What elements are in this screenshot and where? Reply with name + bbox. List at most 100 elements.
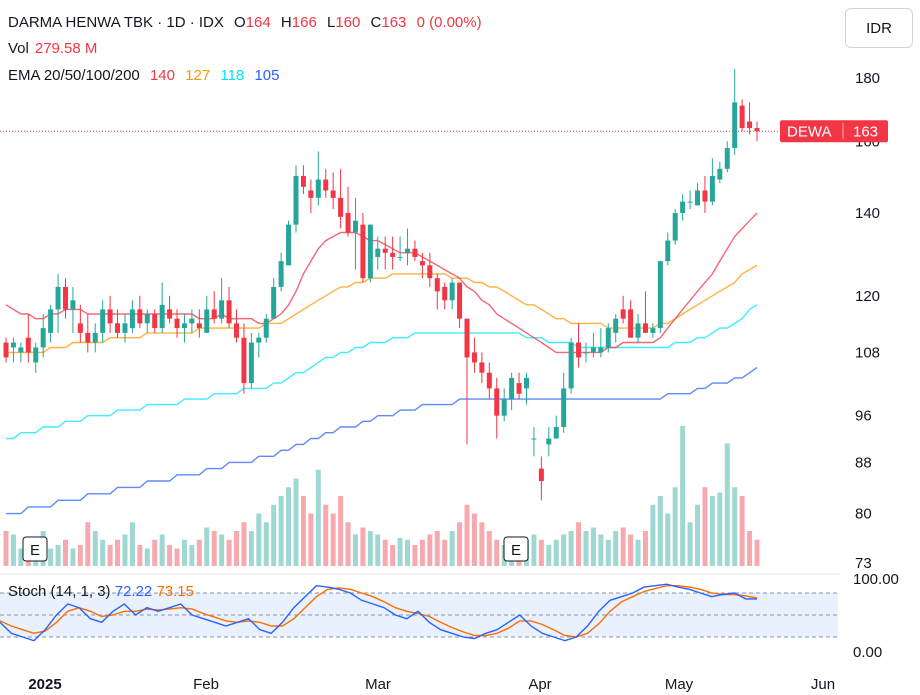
candle-body xyxy=(471,352,477,363)
volume-bar xyxy=(538,539,544,566)
volume-bar xyxy=(754,539,760,566)
stoch-label: Stoch (14, 1, 3) xyxy=(8,583,111,600)
time-tick-label: Jun xyxy=(811,676,835,693)
time-tick-label: Mar xyxy=(365,676,391,693)
candle-body xyxy=(628,309,634,338)
volume-bar xyxy=(375,534,381,566)
price-tick-label: 96 xyxy=(855,408,872,425)
candle xyxy=(122,314,128,343)
volume-label: Vol xyxy=(8,40,29,57)
volume-bar xyxy=(189,545,195,566)
volume-bar xyxy=(360,527,366,566)
candle xyxy=(709,158,715,206)
candle xyxy=(300,165,306,195)
candle xyxy=(167,295,173,324)
volume-bar xyxy=(739,496,745,566)
volume-bar xyxy=(709,496,715,566)
candle-body xyxy=(129,309,135,329)
stoch-axis-label: 0.00 xyxy=(853,644,882,661)
candle-body xyxy=(754,128,760,132)
candle xyxy=(509,372,515,411)
candle xyxy=(226,286,232,329)
stoch-d-line xyxy=(0,585,758,638)
volume-bar xyxy=(576,522,582,566)
volume-bar xyxy=(70,548,76,566)
volume-bar xyxy=(457,522,463,566)
stoch-axis-label: 100.00 xyxy=(853,571,899,588)
ema50-line xyxy=(6,264,758,354)
candle xyxy=(501,388,507,422)
candle xyxy=(568,337,574,394)
candle xyxy=(442,282,448,310)
price-tick-label: 80 xyxy=(855,506,872,523)
volume-bar xyxy=(263,522,269,566)
volume-bar xyxy=(248,531,254,566)
volume-bar xyxy=(382,539,388,566)
candle xyxy=(620,295,626,324)
candle-body xyxy=(323,179,329,191)
earnings-marker xyxy=(22,536,48,562)
candle xyxy=(323,168,329,198)
candle-body xyxy=(531,438,537,440)
candle-body xyxy=(375,248,381,257)
candle xyxy=(553,415,559,439)
candle-body xyxy=(464,318,470,358)
currency-button[interactable]: IDR xyxy=(845,8,913,48)
candle-body xyxy=(286,224,292,266)
volume-bar xyxy=(308,513,314,566)
volume-bar xyxy=(695,504,701,566)
earnings-marker-label: E xyxy=(511,542,521,559)
candle xyxy=(248,332,254,389)
candle-body xyxy=(486,372,492,389)
candle-body xyxy=(308,190,314,198)
volume-bar xyxy=(419,539,425,566)
candle-body xyxy=(360,224,366,279)
volume-bar xyxy=(724,443,730,566)
candle-body xyxy=(516,383,522,394)
candle xyxy=(747,102,753,135)
candle xyxy=(33,342,39,373)
candle-body xyxy=(241,337,247,384)
volume-bar xyxy=(561,534,567,566)
volume-bar xyxy=(546,545,552,566)
candle-body xyxy=(107,309,113,324)
ema100-value: 118 xyxy=(220,67,245,84)
candle-body xyxy=(523,377,529,389)
volume-bar xyxy=(345,522,351,566)
candle-body xyxy=(680,201,686,213)
candle-body xyxy=(657,261,663,329)
candle-body xyxy=(92,332,98,343)
candle xyxy=(367,224,373,283)
symbol-line: DARMA HENWA TBK · 1D · IDX xyxy=(8,14,224,31)
stoch-pane: 100.00 0.00 xyxy=(0,571,899,661)
candle-body xyxy=(367,224,373,279)
volume-bar xyxy=(323,504,329,566)
candle xyxy=(605,323,611,353)
volume-bar xyxy=(732,487,738,566)
stoch-k-value: 72.22 xyxy=(114,583,153,600)
volume-bar xyxy=(129,522,135,566)
volume-bar xyxy=(338,496,344,566)
candle-body xyxy=(583,352,589,354)
candle-body xyxy=(702,190,708,202)
candle-body xyxy=(315,179,321,198)
volume-bar xyxy=(196,539,202,566)
candle xyxy=(375,236,381,270)
candle-body xyxy=(226,300,232,324)
candle-body xyxy=(650,328,656,333)
price-tag xyxy=(780,120,888,143)
volume-bar xyxy=(18,548,24,566)
candle xyxy=(70,286,76,333)
volume-bar xyxy=(92,531,98,566)
candle-body xyxy=(561,388,567,427)
candle xyxy=(308,179,314,213)
candle-body xyxy=(25,337,31,353)
candle xyxy=(672,209,678,245)
candle-body xyxy=(405,248,411,253)
volume-header: Vol 279.58 M xyxy=(8,40,103,57)
volume-bar xyxy=(100,539,106,566)
candle xyxy=(717,161,723,184)
volume-bar xyxy=(553,539,559,566)
candle-body xyxy=(695,190,701,206)
